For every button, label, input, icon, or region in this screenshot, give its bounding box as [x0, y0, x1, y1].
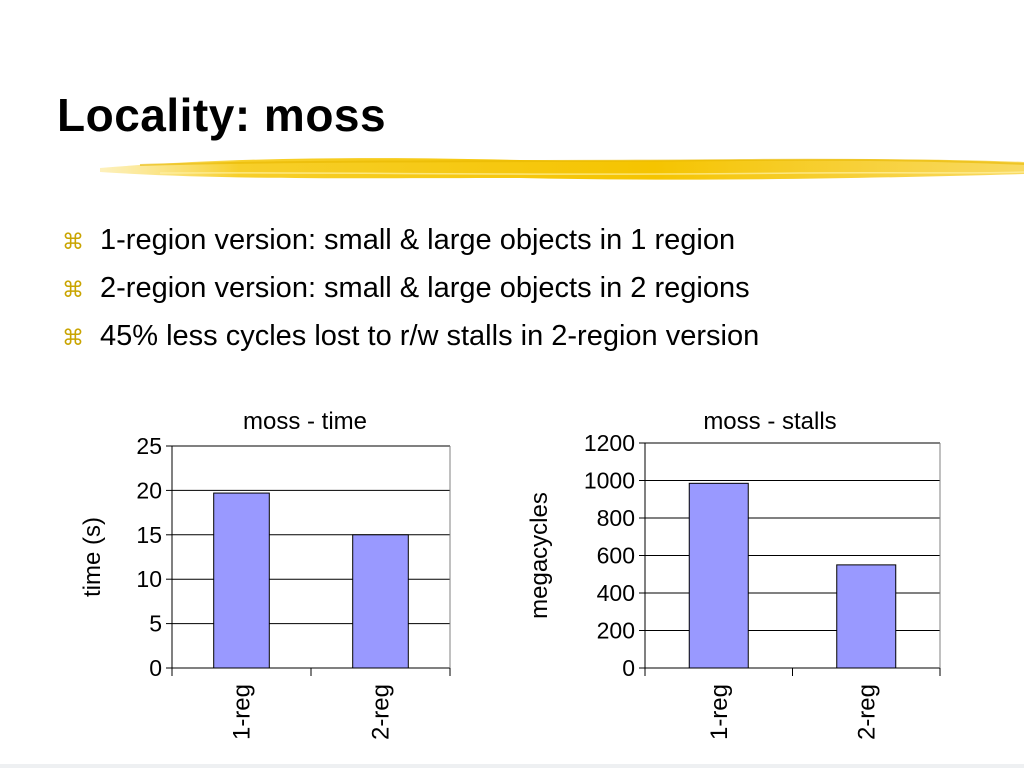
y-tick-label: 0: [149, 655, 162, 681]
y-tick-label: 25: [136, 433, 162, 459]
bar-1-reg: [213, 492, 270, 669]
bullet-text: 2-region version: small & large objects …: [100, 272, 750, 304]
bullet-item: ⌘ 2-region version: small & large object…: [62, 268, 759, 316]
chart-moss-time: moss - time 0 5 10 15 20 25 1-reg 2-reg time (s): [79, 408, 451, 740]
y-tick-label: 5: [149, 611, 162, 637]
x-category-label: 1-reg: [706, 684, 733, 740]
y-tick-label: 200: [597, 618, 635, 644]
bullet-list: ⌘ 1-region version: small & large object…: [62, 220, 759, 364]
chart-moss-stalls: moss - stalls 0 200 400 600 800 1000 1200 1-reg 2…: [526, 408, 941, 740]
y-tick-label: 15: [136, 522, 162, 548]
bullet-text: 1-region version: small & large objects …: [100, 224, 736, 256]
bar-1-reg: [688, 482, 749, 669]
footer-strip: [0, 764, 1024, 768]
y-tick-label: 400: [597, 580, 635, 606]
bullet-text: 45% less cycles lost to r/w stalls in 2-…: [100, 320, 760, 352]
title-brush-underline: [100, 158, 1024, 180]
bullet-item: ⌘ 1-region version: small & large object…: [62, 220, 759, 268]
chart-title: moss - stalls: [703, 408, 836, 435]
bullet-item: ⌘ 45% less cycles lost to r/w stalls in …: [62, 316, 759, 364]
y-tick-label: 600: [597, 543, 635, 569]
y-tick-label: 1000: [584, 468, 635, 494]
y-tick-label: 20: [136, 477, 162, 503]
x-category-label: 1-reg: [229, 684, 256, 740]
y-axis-label: time (s): [79, 517, 106, 597]
chart-title: moss - time: [243, 408, 367, 435]
y-tick-label: 1200: [584, 430, 635, 456]
bar-2-reg: [836, 564, 897, 669]
y-tick-label: 10: [136, 566, 162, 592]
z-bullet-icon: ⌘: [62, 326, 84, 351]
z-bullet-icon: ⌘: [62, 278, 84, 303]
z-bullet-icon: ⌘: [62, 230, 84, 255]
slide-title: Locality: moss: [57, 89, 387, 141]
x-category-label: 2-reg: [368, 684, 395, 740]
y-axis-label: megacycles: [526, 492, 553, 619]
y-tick-label: 800: [597, 505, 635, 531]
x-category-label: 2-reg: [853, 684, 880, 740]
y-tick-label: 0: [622, 655, 635, 681]
bar-2-reg: [352, 534, 409, 669]
